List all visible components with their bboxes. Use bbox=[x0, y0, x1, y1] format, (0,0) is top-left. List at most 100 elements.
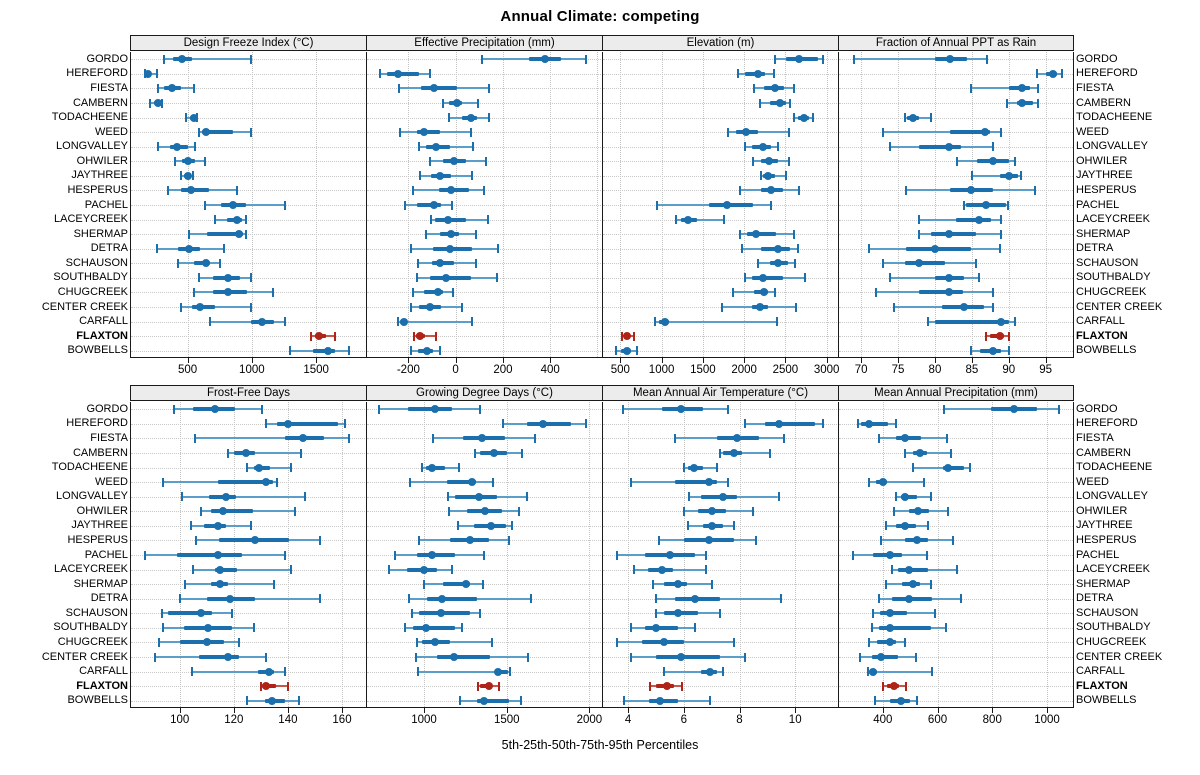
station-label-right: SOUTHBALDY bbox=[1076, 271, 1151, 284]
whisker-cap-low bbox=[753, 83, 756, 93]
whisker-cap-low bbox=[200, 506, 203, 516]
panel-header: Elevation (m) bbox=[602, 35, 839, 51]
axis-tick bbox=[1045, 358, 1047, 363]
whisker-cap-low bbox=[891, 565, 894, 575]
station-label-right: JAYTHREE bbox=[1076, 519, 1133, 532]
whisker-cap-high bbox=[250, 127, 253, 137]
whisker-cap-low bbox=[870, 623, 873, 633]
median-dot bbox=[944, 288, 953, 297]
whisker-cap-high bbox=[1058, 404, 1061, 414]
whisker-cap-low bbox=[214, 215, 217, 225]
row-guide bbox=[839, 657, 1073, 658]
median-dot bbox=[674, 609, 683, 618]
row-guide bbox=[603, 263, 839, 265]
median-dot bbox=[981, 128, 990, 137]
whisker-cap-low bbox=[731, 287, 734, 297]
whisker-cap-high bbox=[705, 565, 708, 575]
median-dot bbox=[995, 332, 1004, 341]
whisker-cap-high bbox=[334, 331, 337, 341]
whisker-cap-low bbox=[720, 302, 723, 312]
whisker-cap-high bbox=[498, 681, 501, 691]
whisker-cap-low bbox=[881, 258, 884, 268]
median-dot bbox=[996, 317, 1005, 326]
row-guide bbox=[131, 642, 367, 644]
whisker-cap-high bbox=[203, 156, 206, 166]
row-guide bbox=[839, 88, 1073, 90]
whisker-cap-low bbox=[877, 433, 880, 443]
median-dot bbox=[446, 230, 455, 239]
median-dot bbox=[173, 142, 182, 151]
axis-tick bbox=[826, 358, 828, 363]
whisker-cap-low bbox=[408, 477, 411, 487]
median-dot bbox=[885, 623, 894, 632]
whisker-cap-low bbox=[868, 637, 871, 647]
axis-tick-label: 90 bbox=[1002, 364, 1016, 376]
whisker-cap-low bbox=[736, 69, 739, 79]
axis-tick-label: 8 bbox=[736, 714, 743, 726]
whisker-cap-low bbox=[656, 200, 659, 210]
whisker-cap-high bbox=[944, 623, 947, 633]
median-dot bbox=[988, 157, 997, 166]
gridline-vertical bbox=[934, 52, 936, 357]
median-dot bbox=[989, 346, 998, 355]
median-dot bbox=[660, 638, 669, 647]
median-dot bbox=[913, 536, 921, 545]
row-guide bbox=[603, 627, 839, 629]
median-dot bbox=[154, 99, 162, 107]
median-dot bbox=[900, 492, 909, 501]
gridline-vertical bbox=[316, 52, 318, 357]
row-guide bbox=[131, 161, 367, 163]
interquartile-bar bbox=[416, 203, 442, 207]
gridline-vertical bbox=[287, 402, 289, 707]
whisker-cap-high bbox=[978, 273, 981, 283]
row-guide bbox=[839, 642, 1073, 644]
row-guide bbox=[603, 613, 839, 615]
whisker-cap-high bbox=[1007, 331, 1010, 341]
row-guide bbox=[367, 234, 603, 236]
median-dot bbox=[732, 434, 741, 443]
row-guide bbox=[367, 350, 603, 352]
whisker-cap-high bbox=[776, 142, 779, 152]
percentile-whisker bbox=[664, 670, 723, 673]
whisker-cap-high bbox=[793, 229, 796, 239]
axis-tick-label: 1500 bbox=[493, 714, 520, 726]
median-dot bbox=[202, 638, 211, 647]
median-dot bbox=[184, 157, 193, 166]
whisker-cap-high bbox=[481, 579, 484, 589]
station-label-right: HEREFORD bbox=[1076, 417, 1138, 430]
gridline-vertical bbox=[739, 402, 741, 707]
interquartile-bar bbox=[700, 494, 737, 499]
whisker-cap-low bbox=[970, 171, 973, 181]
percentile-whisker bbox=[416, 641, 492, 644]
whisker-cap-low bbox=[432, 433, 435, 443]
station-label-left: CHUGCREEK bbox=[57, 285, 128, 298]
median-dot bbox=[262, 478, 271, 487]
whisker-cap-high bbox=[755, 535, 758, 545]
station-label-right: FIESTA bbox=[1076, 81, 1114, 94]
whisker-cap-high bbox=[788, 98, 791, 108]
whisker-cap-low bbox=[657, 535, 660, 545]
whisker-cap-high bbox=[796, 244, 799, 254]
row-guide bbox=[367, 103, 603, 104]
whisker-cap-high bbox=[681, 681, 684, 691]
whisker-cap-low bbox=[388, 565, 391, 575]
median-dot bbox=[436, 171, 445, 180]
axis-tick bbox=[628, 708, 630, 713]
whisker-cap-low bbox=[903, 448, 906, 458]
whisker-cap-low bbox=[852, 54, 855, 64]
station-label-left: CHUGCREEK bbox=[57, 635, 128, 648]
percentile-whisker bbox=[720, 452, 771, 454]
row-guide bbox=[839, 453, 1073, 454]
axis-tick-label: 1000 bbox=[239, 364, 265, 376]
whisker-cap-low bbox=[447, 506, 450, 516]
whisker-cap-low bbox=[743, 142, 746, 152]
median-dot bbox=[210, 405, 219, 414]
panel-axis: 500 1000 1500 bbox=[130, 358, 366, 380]
station-label-right: HESPERUS bbox=[1076, 183, 1137, 196]
interquartile-bar bbox=[443, 582, 471, 587]
median-dot bbox=[262, 682, 271, 691]
panel-plot bbox=[838, 52, 1074, 358]
whisker-cap-high bbox=[529, 594, 532, 604]
station-label-right: LONGVALLEY bbox=[1076, 140, 1148, 153]
row-guide bbox=[839, 73, 1073, 75]
